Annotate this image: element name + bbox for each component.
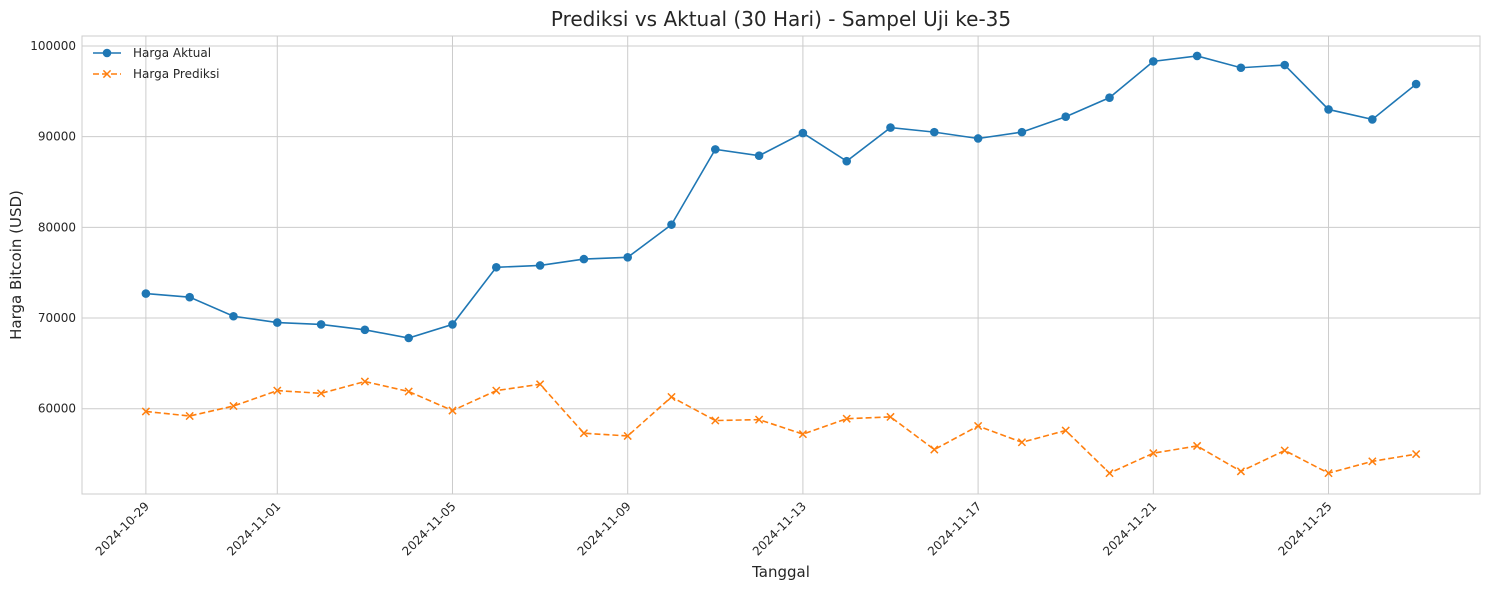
data-point bbox=[1192, 51, 1202, 61]
data-point bbox=[316, 320, 326, 329]
data-point bbox=[360, 325, 370, 335]
data-point bbox=[1017, 438, 1027, 447]
data-point bbox=[886, 412, 895, 422]
data-point bbox=[1324, 105, 1333, 114]
data-point bbox=[754, 415, 764, 424]
data-point bbox=[930, 127, 939, 137]
data-point bbox=[711, 416, 720, 425]
data-point bbox=[930, 445, 939, 454]
data-point bbox=[185, 292, 194, 302]
legend: Harga Aktual Harga Prediksi bbox=[93, 46, 219, 81]
data-point bbox=[1368, 115, 1377, 124]
data-point bbox=[404, 333, 413, 343]
data-point bbox=[141, 289, 151, 298]
data-point bbox=[1061, 426, 1070, 435]
data-point bbox=[1105, 469, 1114, 478]
chart-title: Prediksi vs Aktual (30 Hari) - Sampel Uj… bbox=[551, 7, 1011, 31]
legend-label: Harga Prediksi bbox=[133, 67, 219, 81]
data-point bbox=[229, 401, 238, 411]
data-point bbox=[667, 220, 676, 229]
data-point bbox=[141, 407, 151, 416]
legend-marker-0 bbox=[102, 48, 112, 58]
data-point bbox=[273, 386, 282, 395]
data-point bbox=[842, 414, 851, 423]
x-tick-label: 2024-10-29 bbox=[93, 499, 152, 558]
data-point bbox=[667, 392, 676, 402]
x-tick-label: 2024-11-13 bbox=[750, 499, 809, 558]
data-point bbox=[1280, 60, 1290, 70]
data-point bbox=[1324, 469, 1333, 478]
data-point bbox=[842, 156, 852, 166]
data-point bbox=[448, 406, 457, 415]
data-point bbox=[1061, 112, 1071, 122]
data-point bbox=[579, 254, 589, 264]
x-tick-label: 2024-11-09 bbox=[575, 499, 634, 558]
y-tick-label: 90000 bbox=[38, 130, 76, 144]
data-point bbox=[535, 261, 545, 270]
data-point bbox=[492, 386, 501, 395]
data-point bbox=[316, 389, 326, 398]
data-point bbox=[1280, 446, 1289, 455]
data-point bbox=[404, 387, 413, 396]
data-point bbox=[1149, 449, 1158, 458]
data-point bbox=[973, 134, 983, 143]
data-point bbox=[623, 431, 632, 441]
data-point bbox=[1411, 449, 1421, 459]
data-point bbox=[185, 411, 194, 421]
legend-marker-1 bbox=[102, 69, 112, 79]
y-axis-label: Harga Bitcoin (USD) bbox=[7, 190, 25, 340]
data-point bbox=[973, 421, 983, 431]
data-point bbox=[798, 430, 808, 439]
data-point bbox=[448, 320, 457, 329]
data-point bbox=[754, 151, 764, 161]
grid bbox=[82, 36, 1480, 494]
series bbox=[141, 51, 1421, 478]
data-point bbox=[535, 380, 545, 389]
plot-frame bbox=[81, 35, 1481, 495]
data-point bbox=[710, 145, 720, 154]
data-point bbox=[272, 318, 282, 327]
data-point bbox=[886, 123, 895, 132]
data-point bbox=[1368, 457, 1377, 466]
x-tick-label: 2024-11-25 bbox=[1275, 499, 1334, 558]
y-tick-label: 100000 bbox=[30, 39, 76, 53]
x-axis-label: Tanggal bbox=[751, 563, 810, 581]
y-tick-label: 60000 bbox=[38, 402, 76, 416]
data-point bbox=[1236, 63, 1246, 73]
data-point bbox=[1105, 93, 1114, 102]
data-point bbox=[1236, 467, 1246, 476]
data-point bbox=[623, 252, 632, 262]
y-tick-label: 70000 bbox=[38, 311, 76, 325]
legend-label: Harga Aktual bbox=[133, 46, 211, 60]
x-ticks: 2024-10-29 2024-11-01 2024-11-05 2024-11-09… bbox=[93, 499, 1335, 558]
data-point bbox=[491, 262, 501, 272]
y-ticks: 60000 70000 80000 90000 100000 bbox=[30, 39, 76, 416]
data-point bbox=[229, 311, 238, 321]
data-point bbox=[360, 377, 370, 386]
series-line-0 bbox=[145, 55, 1417, 339]
x-tick-label: 2024-11-17 bbox=[925, 499, 984, 558]
data-point bbox=[1192, 441, 1202, 451]
data-point bbox=[579, 429, 589, 438]
y-tick-label: 80000 bbox=[38, 220, 76, 234]
data-point bbox=[1017, 127, 1027, 137]
x-tick-label: 2024-11-01 bbox=[224, 499, 283, 558]
x-tick-label: 2024-11-21 bbox=[1100, 499, 1159, 558]
series-line-1 bbox=[145, 380, 1417, 475]
x-tick-label: 2024-11-05 bbox=[399, 499, 458, 558]
data-point bbox=[1411, 79, 1421, 89]
data-point bbox=[1149, 57, 1158, 66]
data-point bbox=[798, 128, 808, 138]
